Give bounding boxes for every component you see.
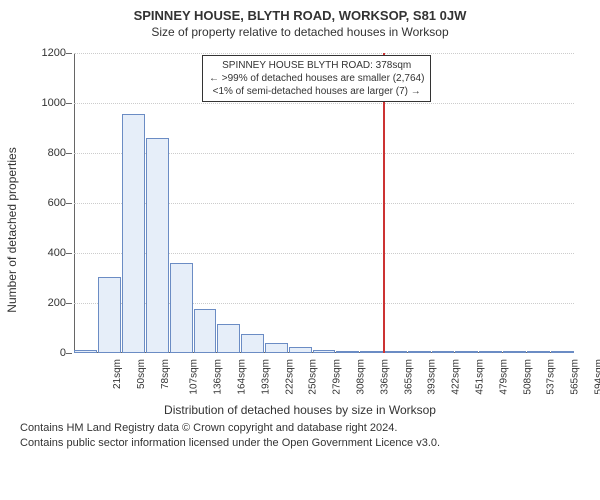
histogram-bar (265, 343, 288, 353)
plot-area: 02004006008001000120021sqm50sqm78sqm107s… (74, 53, 574, 353)
histogram-bar (313, 350, 336, 353)
y-tick-label: 400 (48, 247, 66, 259)
y-tick (66, 103, 72, 104)
x-tick-label: 393sqm (427, 359, 438, 395)
histogram-bar (289, 347, 312, 353)
histogram-bar (551, 351, 574, 353)
page-title: SPINNEY HOUSE, BLYTH ROAD, WORKSOP, S81 … (12, 8, 588, 23)
y-tick (66, 303, 72, 304)
x-tick-label: 336sqm (379, 359, 390, 395)
y-tick-label: 800 (48, 147, 66, 159)
x-tick-label: 164sqm (237, 359, 248, 395)
x-tick-label: 21sqm (112, 359, 123, 389)
annotation-box: SPINNEY HOUSE BLYTH ROAD: 378sqm ← >99% … (202, 55, 431, 102)
y-tick-label: 0 (60, 347, 66, 359)
subtitle: Size of property relative to detached ho… (12, 25, 588, 39)
annotation-line: SPINNEY HOUSE BLYTH ROAD: 378sqm (209, 59, 424, 72)
x-tick-label: 594sqm (594, 359, 600, 395)
histogram-bar (241, 334, 264, 353)
gridline (74, 103, 574, 104)
annotation-line: <1% of semi-detached houses are larger (… (209, 85, 424, 98)
histogram-bar (455, 351, 478, 353)
y-tick (66, 53, 72, 54)
histogram-bar (217, 324, 240, 353)
histogram-bar (122, 114, 145, 353)
x-axis-label: Distribution of detached houses by size … (164, 403, 436, 417)
histogram-bar (527, 351, 550, 353)
histogram-bar (360, 351, 383, 353)
histogram-bar (146, 138, 169, 353)
histogram-bar (479, 351, 502, 353)
x-tick-label: 222sqm (284, 359, 295, 395)
x-tick-label: 422sqm (451, 359, 462, 395)
x-tick-label: 250sqm (308, 359, 319, 395)
histogram-bar (503, 351, 526, 353)
x-tick-label: 479sqm (498, 359, 509, 395)
y-tick (66, 253, 72, 254)
x-tick-label: 279sqm (332, 359, 343, 395)
x-tick-label: 193sqm (260, 359, 271, 395)
histogram-bar (98, 277, 121, 353)
x-tick-label: 78sqm (160, 359, 171, 389)
y-tick-label: 600 (48, 197, 66, 209)
y-tick (66, 353, 72, 354)
x-tick-label: 136sqm (213, 359, 224, 395)
x-tick-label: 107sqm (189, 359, 200, 395)
histogram-bar (432, 351, 455, 353)
chart-area: Number of detached properties 0200400600… (20, 45, 580, 415)
histogram-bar (336, 351, 359, 353)
y-tick (66, 203, 72, 204)
histogram-bar (384, 351, 407, 353)
x-tick-label: 365sqm (403, 359, 414, 395)
x-tick-label: 308sqm (356, 359, 367, 395)
histogram-bar (74, 350, 97, 353)
annotation-line: ← >99% of detached houses are smaller (2… (209, 72, 424, 85)
x-tick-label: 50sqm (136, 359, 147, 389)
y-tick-label: 1000 (42, 97, 66, 109)
x-tick-label: 537sqm (546, 359, 557, 395)
y-tick (66, 153, 72, 154)
histogram-bar (408, 351, 431, 353)
y-tick-label: 200 (48, 297, 66, 309)
footnote: Contains HM Land Registry data © Crown c… (20, 421, 588, 451)
histogram-bar (194, 309, 217, 353)
gridline (74, 53, 574, 54)
x-tick-label: 565sqm (570, 359, 581, 395)
histogram-bar (170, 263, 193, 353)
y-axis-label: Number of detached properties (5, 147, 19, 312)
x-tick-label: 508sqm (522, 359, 533, 395)
y-tick-label: 1200 (42, 47, 66, 59)
x-tick-label: 451sqm (475, 359, 486, 395)
